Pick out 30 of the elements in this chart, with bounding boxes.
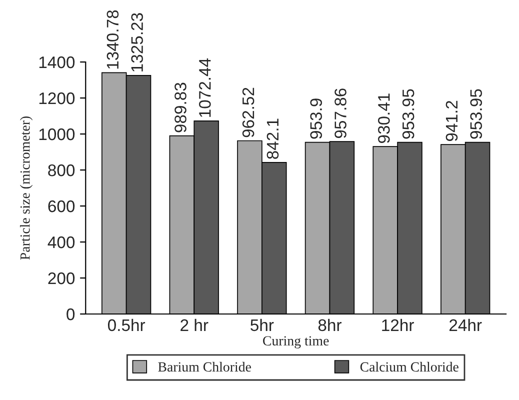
x-axis-title: Curing time [263, 336, 329, 348]
data-label: 953.95 [470, 89, 482, 139]
data-label: 953.9 [310, 98, 322, 139]
y-tick-label: 1400 [39, 56, 75, 68]
data-label: 989.83 [174, 82, 186, 132]
y-tick-label: 400 [48, 236, 75, 248]
x-tick-label: 24hr [450, 318, 482, 331]
data-label: 1340.78 [106, 10, 119, 69]
x-tick-label: 12hr [382, 318, 414, 331]
data-label: 842.1 [266, 118, 279, 159]
data-label: 1325.23 [131, 13, 143, 72]
data-label: 1072.44 [199, 58, 211, 117]
data-label: 930.41 [378, 94, 390, 143]
data-label: 941.2 [446, 100, 458, 142]
y-tick-label: 1000 [39, 128, 75, 140]
x-tick-label: 5hr [250, 318, 274, 332]
legend-label: Barium Chloride [158, 362, 251, 372]
x-tick-label: 8hr [318, 318, 342, 332]
y-tick-label: 800 [48, 164, 75, 176]
y-tick-label: 1200 [39, 92, 75, 104]
legend-label: Calcium Chloride [360, 362, 458, 372]
data-label: 953.95 [402, 89, 414, 139]
y-axis-title: Particle size (micrometer) [20, 116, 33, 260]
data-label: 957.86 [334, 88, 346, 138]
x-tick-label: 0.5hr [108, 318, 146, 332]
y-tick-label: 600 [48, 200, 75, 212]
x-tick-label: 2 hr [180, 318, 208, 331]
data-label: 962.52 [242, 88, 254, 138]
y-tick-label: 0 [66, 308, 75, 320]
y-tick-label: 200 [48, 272, 75, 284]
